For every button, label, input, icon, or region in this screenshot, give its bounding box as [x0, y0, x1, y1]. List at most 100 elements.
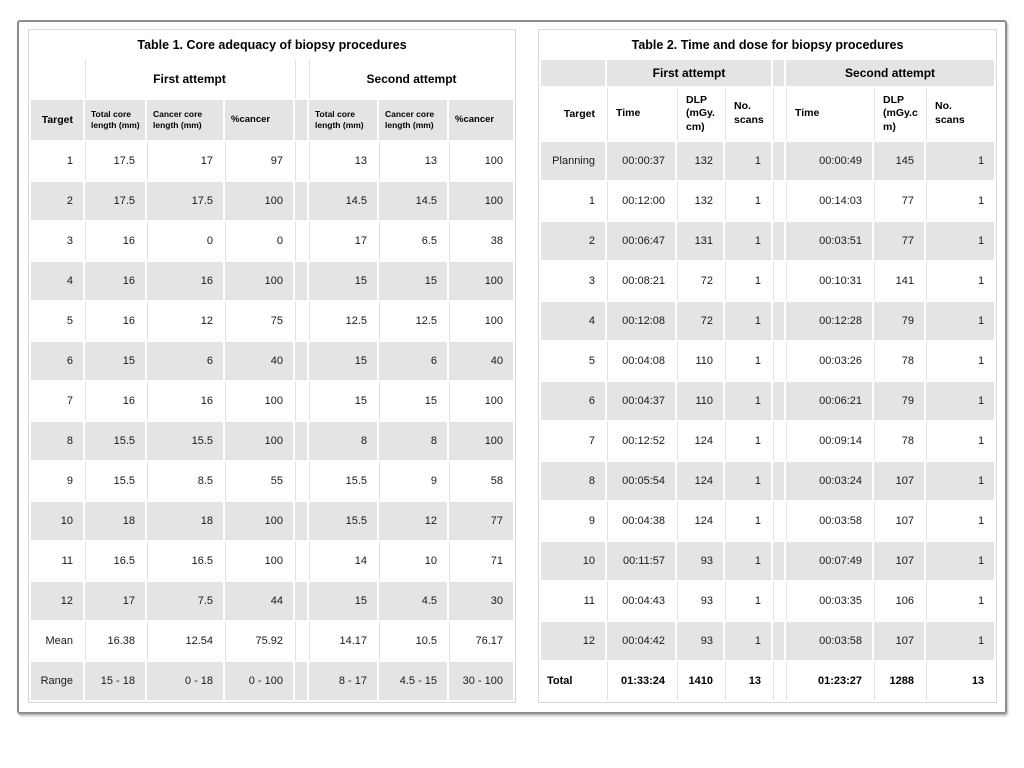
- data-cell: 1: [926, 302, 995, 340]
- data-cell: 14: [309, 542, 377, 580]
- data-cell: 58: [449, 462, 514, 500]
- table-row: 12 17 7.5 44 15 4.5 30: [31, 582, 514, 620]
- row-label-cell: 3: [541, 262, 605, 300]
- table1-col-total-core-2: Total core length (mm): [309, 100, 377, 140]
- data-cell: 30 - 100: [449, 662, 514, 700]
- table2-col-scans-2: No. scans: [926, 88, 995, 140]
- row-label-cell: 4: [541, 302, 605, 340]
- data-cell: 40: [449, 342, 514, 380]
- table2-corner-cell: [541, 60, 605, 86]
- data-cell: 1: [725, 622, 771, 660]
- table-row: 1 00:12:00 132 1 00:14:03 77 1: [541, 182, 995, 220]
- row-label-cell: 2: [541, 222, 605, 260]
- table-row: 11 16.5 16.5 100 14 10 71: [31, 542, 514, 580]
- table2-title: Table 2. Time and dose for biopsy proced…: [541, 32, 995, 58]
- data-cell: 15: [309, 342, 377, 380]
- data-cell: 12.5: [379, 302, 447, 340]
- row-label-cell: 9: [541, 502, 605, 540]
- data-cell: 17: [309, 222, 377, 260]
- data-cell: 1: [725, 542, 771, 580]
- table-row: Total 01:33:24 1410 13 01:23:27 1288 13: [541, 662, 995, 700]
- data-cell: 77: [449, 502, 514, 540]
- data-cell: 00:03:58: [786, 622, 872, 660]
- table2-first-attempt-header: First attempt: [607, 60, 771, 86]
- table1-first-attempt-header: First attempt: [85, 60, 293, 98]
- data-cell: 100: [449, 302, 514, 340]
- data-cell: 16: [85, 222, 145, 260]
- data-cell: 00:09:14: [786, 422, 872, 460]
- data-cell: 8: [309, 422, 377, 460]
- data-cell: 1: [926, 422, 995, 460]
- table1-second-attempt-header: Second attempt: [309, 60, 514, 98]
- gap-cell: [295, 542, 307, 580]
- gap-cell: [773, 382, 784, 420]
- data-cell: 1: [926, 142, 995, 180]
- data-cell: 1: [725, 182, 771, 220]
- data-cell: 8 - 17: [309, 662, 377, 700]
- gap-cell: [295, 462, 307, 500]
- slide-frame: Table 1. Core adequacy of biopsy procedu…: [17, 20, 1007, 714]
- data-cell: 0 - 100: [225, 662, 293, 700]
- data-cell: 15: [85, 342, 145, 380]
- data-cell: 17.5: [85, 142, 145, 180]
- data-cell: 131: [677, 222, 723, 260]
- data-cell: 10.5: [379, 622, 447, 660]
- row-label-cell: Total: [541, 662, 605, 700]
- table-row: Mean 16.38 12.54 75.92 14.17 10.5 76.17: [31, 622, 514, 660]
- data-cell: 0: [225, 222, 293, 260]
- data-cell: 00:11:57: [607, 542, 675, 580]
- data-cell: 77: [874, 182, 924, 220]
- data-cell: 71: [449, 542, 514, 580]
- row-label-cell: 12: [541, 622, 605, 660]
- gap-cell: [295, 342, 307, 380]
- data-cell: 1: [725, 502, 771, 540]
- data-cell: 93: [677, 582, 723, 620]
- data-cell: 1: [725, 462, 771, 500]
- table-row: 5 16 12 75 12.5 12.5 100: [31, 302, 514, 340]
- gap-cell: [773, 422, 784, 460]
- data-cell: 1: [926, 462, 995, 500]
- data-cell: 18: [85, 502, 145, 540]
- data-cell: 1: [725, 262, 771, 300]
- data-cell: 78: [874, 422, 924, 460]
- data-cell: 15: [379, 262, 447, 300]
- data-cell: 15.5: [309, 502, 377, 540]
- data-cell: 17.5: [85, 182, 145, 220]
- table2-body: Planning 00:00:37 132 1 00:00:49 145 1 1 00:12:0…: [541, 142, 995, 700]
- data-cell: 13: [725, 662, 771, 700]
- table-row: 2 00:06:47 131 1 00:03:51 77 1: [541, 222, 995, 260]
- data-cell: 38: [449, 222, 514, 260]
- data-cell: 1: [926, 622, 995, 660]
- data-cell: 78: [874, 342, 924, 380]
- data-cell: 124: [677, 422, 723, 460]
- data-cell: 107: [874, 462, 924, 500]
- row-label-cell: 5: [31, 302, 83, 340]
- table-row: 9 15.5 8.5 55 15.5 9 58: [31, 462, 514, 500]
- data-cell: 124: [677, 462, 723, 500]
- gap-cell: [295, 502, 307, 540]
- data-cell: 100: [225, 502, 293, 540]
- data-cell: 16: [85, 262, 145, 300]
- table-row: 1 17.5 17 97 13 13 100: [31, 142, 514, 180]
- data-cell: 00:03:24: [786, 462, 872, 500]
- gap-cell: [295, 582, 307, 620]
- data-cell: 40: [225, 342, 293, 380]
- data-cell: 93: [677, 622, 723, 660]
- data-cell: 00:14:03: [786, 182, 872, 220]
- data-cell: 77: [874, 222, 924, 260]
- data-cell: 15: [309, 262, 377, 300]
- gap-cell: [773, 142, 784, 180]
- data-cell: 75.92: [225, 622, 293, 660]
- data-cell: 106: [874, 582, 924, 620]
- data-cell: 1: [926, 342, 995, 380]
- data-cell: 79: [874, 302, 924, 340]
- table-core-adequacy: Table 1. Core adequacy of biopsy procedu…: [28, 29, 517, 703]
- data-cell: 15: [309, 582, 377, 620]
- data-cell: 12: [147, 302, 223, 340]
- gap-cell: [295, 422, 307, 460]
- table-row: 11 00:04:43 93 1 00:03:35 106 1: [541, 582, 995, 620]
- table-row: 10 00:11:57 93 1 00:07:49 107 1: [541, 542, 995, 580]
- data-cell: 16.5: [147, 542, 223, 580]
- table-row: 8 00:05:54 124 1 00:03:24 107 1: [541, 462, 995, 500]
- data-cell: 1: [926, 262, 995, 300]
